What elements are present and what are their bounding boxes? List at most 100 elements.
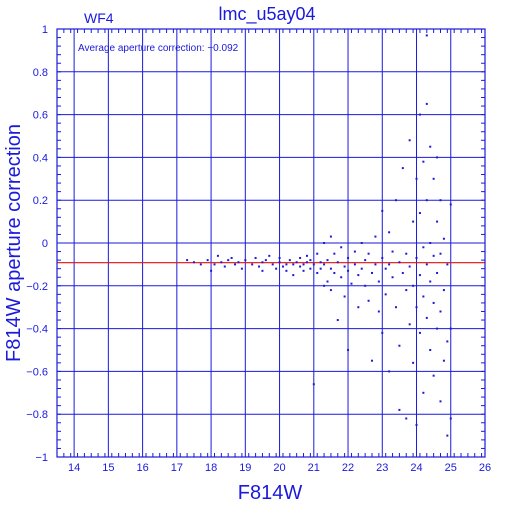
- x-tick-label: 14: [68, 462, 80, 474]
- data-point: [275, 267, 278, 270]
- data-point: [288, 259, 291, 262]
- y-tick-label: 0.4: [33, 152, 48, 164]
- data-point: [312, 263, 315, 266]
- data-point: [199, 263, 202, 266]
- data-point: [371, 359, 374, 362]
- data-point: [305, 254, 308, 257]
- data-point: [319, 267, 322, 270]
- data-point: [408, 323, 411, 326]
- x-axis-title: F814W: [238, 482, 303, 504]
- data-point: [244, 259, 247, 262]
- y-tick-label: 0.8: [33, 67, 48, 79]
- data-point: [429, 242, 432, 244]
- data-point: [381, 209, 384, 212]
- y-tick-label: 0.2: [33, 195, 48, 207]
- data-point: [360, 242, 363, 244]
- data-point: [439, 400, 442, 403]
- data-point: [405, 289, 408, 292]
- x-tick-label: 26: [479, 462, 491, 474]
- x-tick-label: 25: [445, 462, 457, 474]
- data-point: [223, 265, 226, 268]
- data-point: [281, 265, 284, 268]
- y-axis-title: F814W aperture correction: [3, 124, 25, 362]
- x-tick-label: 17: [171, 462, 183, 474]
- data-point: [429, 349, 432, 351]
- y-tick-label: −0.8: [26, 409, 48, 421]
- average-annotation: Average aperture correction: −0.092: [78, 43, 239, 54]
- data-point: [436, 156, 439, 159]
- data-point: [285, 263, 288, 266]
- data-point: [374, 263, 377, 266]
- data-point: [292, 274, 295, 277]
- data-point: [449, 327, 452, 330]
- data-point: [367, 299, 370, 302]
- data-point: [323, 242, 326, 244]
- y-tick-label: 1: [42, 24, 48, 36]
- data-point: [340, 246, 343, 249]
- data-point: [240, 267, 243, 270]
- data-point: [401, 271, 404, 274]
- y-tick-label: −0.4: [26, 324, 48, 336]
- x-tick-label: 15: [102, 462, 114, 474]
- data-point: [384, 267, 387, 270]
- data-point: [394, 306, 397, 309]
- y-tick-label: −0.2: [26, 281, 48, 293]
- data-point: [371, 271, 374, 274]
- data-point: [347, 269, 350, 272]
- data-point: [254, 256, 257, 259]
- data-point: [388, 263, 391, 266]
- data-point: [343, 265, 346, 268]
- data-point: [442, 359, 445, 362]
- data-point: [220, 261, 223, 264]
- data-point: [381, 256, 384, 259]
- chart-title: lmc_u5ay04: [218, 4, 315, 25]
- data-point: [377, 280, 380, 283]
- data-point: [418, 113, 421, 116]
- data-point: [258, 265, 261, 268]
- data-point: [436, 271, 439, 274]
- x-tick-label: 21: [308, 462, 320, 474]
- data-point: [405, 252, 408, 255]
- y-tick-label: −1: [35, 452, 48, 464]
- data-point: [285, 269, 288, 272]
- data-point: [357, 306, 360, 309]
- data-point: [326, 280, 329, 283]
- data-point: [357, 274, 360, 277]
- data-point: [347, 256, 350, 259]
- data-point: [422, 246, 425, 249]
- data-point: [364, 284, 367, 287]
- data-point: [425, 102, 428, 105]
- data-point: [353, 263, 356, 266]
- data-point: [391, 250, 394, 253]
- data-point: [323, 284, 326, 287]
- x-tick-label: 22: [342, 462, 354, 474]
- data-point: [264, 259, 267, 262]
- data-point: [230, 256, 233, 259]
- data-point: [186, 259, 189, 262]
- x-tick-label: 20: [273, 462, 285, 474]
- data-point: [418, 212, 421, 215]
- data-point: [415, 306, 418, 309]
- data-point: [251, 263, 254, 266]
- data-point: [412, 284, 415, 287]
- data-point: [446, 434, 449, 437]
- data-point: [364, 259, 367, 262]
- data-point: [405, 417, 408, 420]
- data-point: [333, 252, 336, 255]
- data-point: [415, 256, 418, 259]
- data-point: [312, 383, 315, 386]
- data-point: [309, 267, 312, 270]
- data-point: [408, 139, 411, 142]
- data-point: [261, 269, 264, 272]
- data-point: [422, 295, 425, 298]
- data-point: [326, 259, 329, 262]
- data-point: [422, 391, 425, 394]
- data-point: [278, 261, 281, 264]
- data-point: [292, 263, 295, 266]
- x-tick-label: 19: [239, 462, 251, 474]
- x-tick-label: 16: [136, 462, 148, 474]
- data-point: [398, 344, 401, 347]
- data-point: [319, 261, 322, 264]
